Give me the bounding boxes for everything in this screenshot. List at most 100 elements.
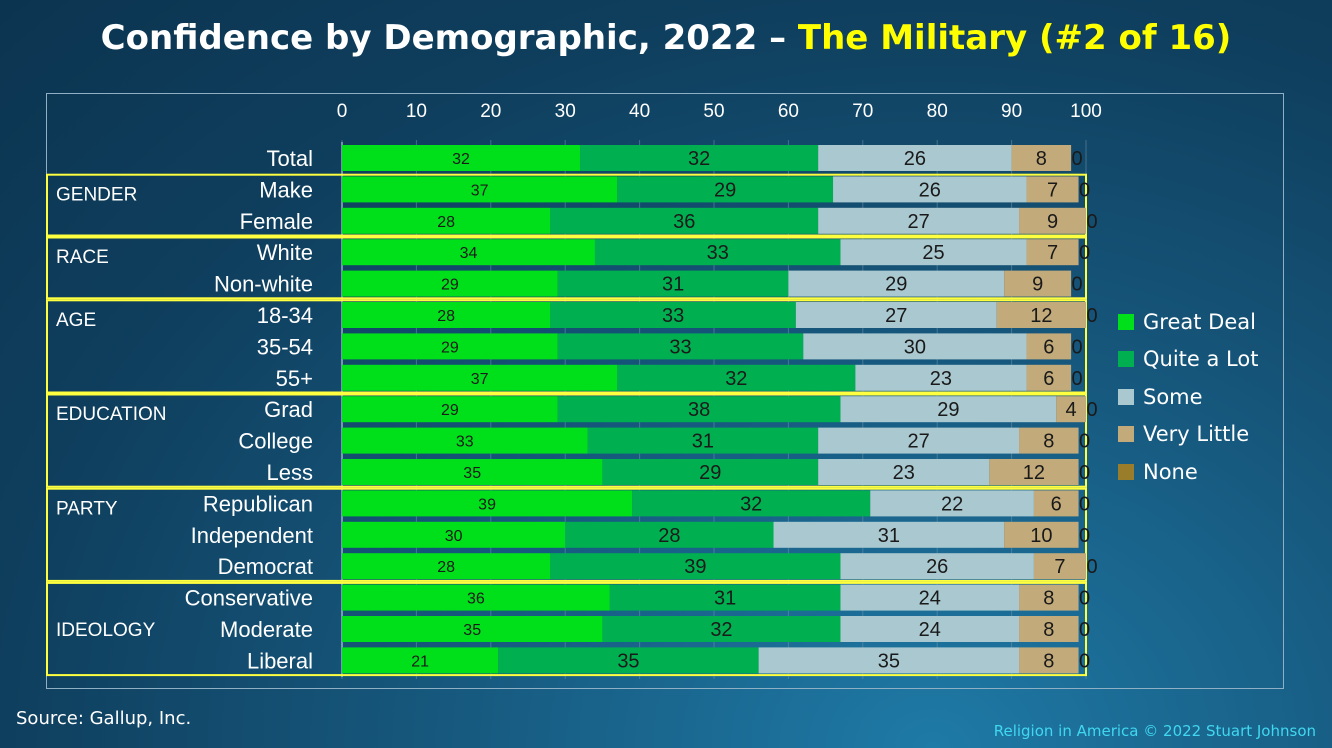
bar-very-little bbox=[1019, 427, 1079, 454]
data-label: 33 bbox=[456, 434, 474, 451]
bar-quite-a-lot bbox=[609, 584, 841, 611]
data-label: 27 bbox=[885, 305, 907, 327]
data-label: 29 bbox=[699, 462, 721, 484]
bar-great-deal bbox=[342, 616, 603, 642]
data-label: 0 bbox=[1079, 525, 1090, 547]
bar-quite-a-lot bbox=[498, 647, 759, 674]
bar-very-little bbox=[1011, 145, 1072, 171]
data-label: 29 bbox=[937, 399, 959, 421]
bar-very-little bbox=[989, 459, 1079, 485]
data-label: 0 bbox=[1079, 650, 1090, 672]
x-tick-label: 70 bbox=[852, 101, 873, 122]
data-label: 31 bbox=[714, 588, 736, 610]
bar-very-little bbox=[1019, 647, 1079, 674]
data-label: 35 bbox=[463, 465, 481, 482]
bar-quite-a-lot bbox=[580, 145, 819, 171]
group-label: EDUCATION bbox=[56, 404, 166, 425]
data-label: 35 bbox=[463, 622, 481, 639]
category-label: Non-white bbox=[214, 272, 313, 297]
bar-some bbox=[833, 176, 1027, 203]
data-label: 23 bbox=[930, 368, 952, 390]
bar-great-deal bbox=[342, 521, 566, 548]
group-label: GENDER bbox=[56, 184, 137, 205]
bar-quite-a-lot bbox=[557, 270, 789, 297]
data-label: 0 bbox=[1079, 462, 1090, 484]
data-label: 21 bbox=[411, 653, 429, 670]
data-label: 12 bbox=[1023, 462, 1045, 484]
data-label: 9 bbox=[1032, 274, 1043, 296]
bar-some bbox=[788, 270, 1005, 297]
data-label: 0 bbox=[1079, 179, 1090, 201]
legend-swatch bbox=[1118, 426, 1134, 443]
bar-very-little bbox=[1026, 239, 1079, 266]
bar-very-little bbox=[1033, 490, 1079, 517]
data-label: 31 bbox=[878, 525, 900, 547]
bar-great-deal bbox=[342, 302, 551, 328]
group-label: AGE bbox=[56, 310, 96, 331]
x-tick-label: 40 bbox=[629, 101, 650, 122]
data-label: 39 bbox=[684, 556, 706, 578]
bar-very-little bbox=[1056, 396, 1086, 423]
data-label: 33 bbox=[707, 242, 729, 264]
data-label: 23 bbox=[893, 462, 915, 484]
bar-great-deal bbox=[342, 490, 633, 517]
bar-some bbox=[840, 584, 1020, 611]
group-box bbox=[46, 299, 1087, 394]
category-label: White bbox=[257, 240, 313, 265]
bar-very-little bbox=[1033, 553, 1086, 580]
data-label: 32 bbox=[710, 619, 732, 641]
data-label: 0 bbox=[1072, 368, 1083, 390]
data-label: 8 bbox=[1043, 588, 1054, 610]
data-label: 0 bbox=[1079, 619, 1090, 641]
x-tick-label: 10 bbox=[406, 101, 427, 122]
data-label: 0 bbox=[1072, 274, 1083, 296]
bar-quite-a-lot bbox=[565, 521, 774, 548]
data-label: 31 bbox=[692, 431, 714, 453]
data-label: 6 bbox=[1043, 336, 1054, 358]
data-label: 36 bbox=[467, 591, 485, 608]
data-label: 29 bbox=[885, 274, 907, 296]
data-label: 29 bbox=[441, 277, 459, 294]
bar-quite-a-lot bbox=[617, 364, 856, 391]
bar-quite-a-lot bbox=[550, 553, 841, 580]
data-label: 8 bbox=[1043, 650, 1054, 672]
data-label: 7 bbox=[1047, 179, 1058, 201]
data-label: 37 bbox=[471, 371, 489, 388]
data-label: 27 bbox=[907, 211, 929, 233]
category-label: 55+ bbox=[276, 366, 313, 391]
bar-quite-a-lot bbox=[550, 302, 796, 328]
bar-very-little bbox=[1026, 364, 1072, 391]
group-box bbox=[46, 236, 1087, 300]
data-label: 29 bbox=[714, 179, 736, 201]
chart-title: Confidence by Demographic, 2022 – The Mi… bbox=[0, 18, 1332, 58]
data-label: 7 bbox=[1054, 556, 1065, 578]
data-label: 36 bbox=[673, 211, 695, 233]
bar-quite-a-lot bbox=[602, 459, 819, 485]
bar-quite-a-lot bbox=[550, 207, 819, 234]
bar-some bbox=[855, 364, 1027, 391]
data-label: 29 bbox=[441, 402, 459, 419]
legend-item-some: Some bbox=[1118, 378, 1258, 416]
data-label: 34 bbox=[460, 245, 478, 262]
category-label: Democrat bbox=[218, 554, 313, 579]
group-label: IDEOLOGY bbox=[56, 620, 156, 641]
data-label: 28 bbox=[658, 525, 680, 547]
x-tick-label: 60 bbox=[778, 101, 799, 122]
data-label: 8 bbox=[1043, 431, 1054, 453]
data-label: 38 bbox=[688, 399, 710, 421]
legend: Great Deal Quite a Lot Some Very Little None bbox=[1118, 303, 1258, 491]
bar-quite-a-lot bbox=[557, 333, 804, 360]
x-tick-label: 50 bbox=[703, 101, 724, 122]
bar-great-deal bbox=[342, 145, 581, 171]
data-label: 22 bbox=[941, 493, 963, 515]
bar-quite-a-lot bbox=[602, 616, 841, 642]
legend-label: Some bbox=[1143, 384, 1203, 409]
category-label: Less bbox=[267, 460, 313, 485]
group-label: PARTY bbox=[56, 498, 118, 519]
data-label: 31 bbox=[662, 274, 684, 296]
category-label: Grad bbox=[264, 397, 313, 422]
data-label: 0 bbox=[1079, 242, 1090, 264]
bar-very-little bbox=[1026, 333, 1072, 360]
bar-very-little bbox=[1019, 584, 1079, 611]
category-label: Make bbox=[259, 177, 313, 202]
